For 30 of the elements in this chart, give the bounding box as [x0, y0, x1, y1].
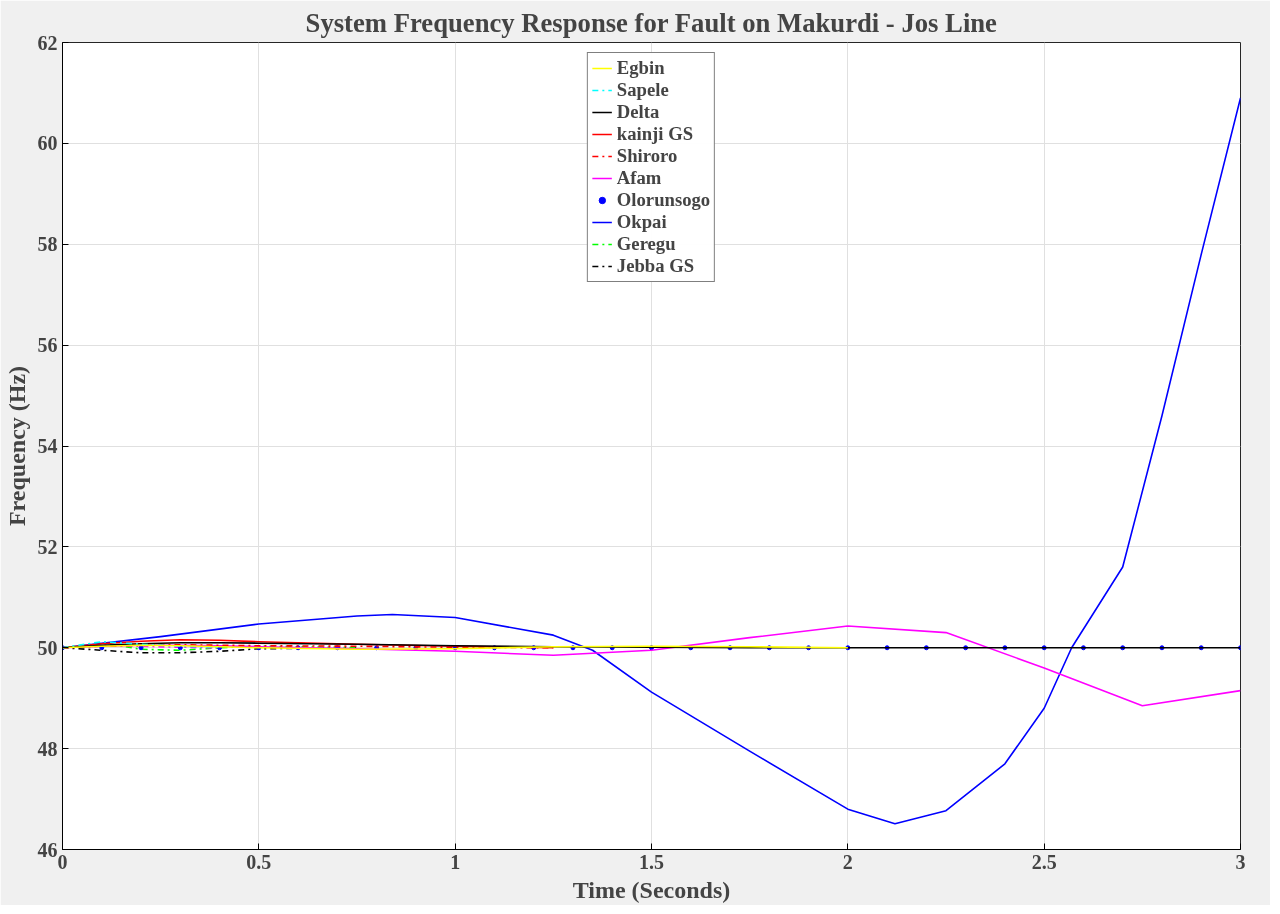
y-tick-label: 62 — [37, 31, 58, 54]
legend-label: Afam — [616, 167, 662, 189]
x-tick-label: 1.5 — [639, 850, 664, 873]
y-axis-title: Frequency (Hz) — [3, 365, 30, 527]
y-tick-label: 60 — [37, 132, 58, 155]
x-axis-title: Time (Seconds) — [572, 876, 731, 903]
x-tick-label: 0.5 — [246, 850, 272, 873]
y-tick-label: 56 — [37, 334, 58, 357]
x-tick-label: 1 — [450, 850, 461, 873]
y-tick-label: 46 — [37, 838, 58, 861]
y-tick-label: 50 — [37, 636, 58, 659]
y-tick-label: 54 — [37, 435, 58, 457]
legend-label: Jebba GS — [616, 255, 695, 277]
x-tick-label: 2.5 — [1031, 850, 1057, 873]
legend-label: Olorunsogo — [616, 189, 711, 211]
x-tick-label: 2 — [842, 850, 853, 873]
legend-label: Shiroro — [616, 145, 678, 167]
line-series — [62, 640, 221, 649]
legend-label: Sapele — [616, 79, 669, 101]
y-tick-label: 48 — [37, 737, 58, 760]
y-tick-label: 52 — [37, 535, 58, 558]
legend-label: Egbin — [616, 57, 665, 79]
x-tick-label: 0 — [57, 850, 68, 873]
x-tick-label: 3 — [1235, 850, 1246, 873]
y-tick-label: 58 — [37, 233, 58, 256]
chart-title: System Frequency Response for Fault on Makurdi - Jos Line — [305, 7, 998, 38]
legend-label: Okpai — [616, 211, 667, 233]
legend-label: kainji GS — [616, 123, 694, 145]
legend-label: Geregu — [616, 233, 676, 255]
legend-label: Delta — [616, 101, 660, 123]
